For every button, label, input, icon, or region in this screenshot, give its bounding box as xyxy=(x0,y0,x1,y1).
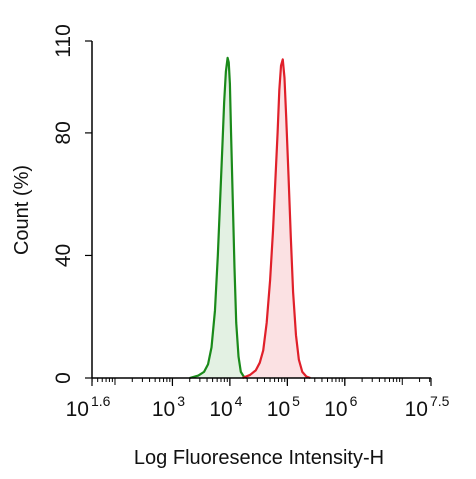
x-axis-label: Log Fluoresence Intensity-H xyxy=(134,447,384,469)
series-2-line xyxy=(242,58,311,380)
y-tick-label: 80 xyxy=(52,121,75,144)
y-axis-label: Count (%) xyxy=(11,165,33,255)
series-1-line xyxy=(189,56,248,380)
series-1-fill xyxy=(189,57,248,378)
y-tick-label: 110 xyxy=(52,24,75,57)
y-tick-label: 40 xyxy=(52,244,75,267)
x-tick-label: 10 7.5 xyxy=(405,393,450,421)
x-tick-label: 10 5 xyxy=(267,393,300,421)
x-tick-label: 10 1.6 xyxy=(66,393,111,421)
ticks-layer: 10 1.6 10 3 10 4 10 5 10 6 10 7.5 0 40 80 110 xyxy=(52,24,450,421)
x-tick-label: 10 3 xyxy=(152,393,185,421)
x-tick-label: 10 4 xyxy=(209,393,242,421)
x-tick-label: 10 6 xyxy=(324,393,357,421)
y-tick-label: 0 xyxy=(52,372,75,384)
minor-ticks-layer xyxy=(91,378,431,385)
axes-layer xyxy=(91,41,431,379)
series-layer xyxy=(189,56,311,380)
series-2-fill xyxy=(242,59,311,378)
